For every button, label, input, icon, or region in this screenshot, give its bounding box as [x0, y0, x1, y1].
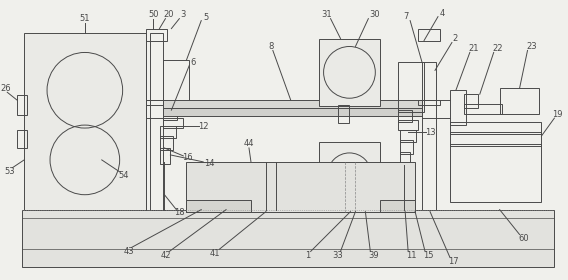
Bar	[22, 210, 554, 267]
Bar	[160, 148, 170, 164]
Bar	[418, 29, 440, 41]
Text: 51: 51	[80, 14, 90, 23]
Text: 5: 5	[203, 13, 209, 22]
Bar	[381, 200, 415, 212]
Text: 4: 4	[439, 9, 445, 18]
Text: 7: 7	[403, 12, 409, 21]
Text: 8: 8	[268, 42, 274, 51]
Text: 12: 12	[198, 122, 208, 130]
Bar	[164, 60, 189, 110]
Text: 20: 20	[163, 10, 174, 19]
Text: 54: 54	[118, 171, 129, 180]
Bar	[17, 130, 27, 148]
Text: 21: 21	[469, 44, 479, 53]
Text: 43: 43	[123, 247, 134, 256]
Text: 33: 33	[332, 251, 343, 260]
Bar	[400, 140, 413, 154]
Bar	[464, 104, 502, 114]
Bar	[145, 29, 168, 41]
Text: 23: 23	[526, 42, 537, 51]
Bar	[186, 162, 415, 212]
Text: 41: 41	[210, 249, 220, 258]
Bar	[398, 62, 424, 112]
Text: 50: 50	[148, 10, 158, 19]
Text: 44: 44	[244, 139, 254, 148]
Text: 22: 22	[492, 44, 503, 53]
Bar	[400, 152, 410, 166]
Bar	[337, 160, 349, 212]
Bar	[500, 88, 540, 114]
Bar	[164, 100, 422, 110]
Text: 30: 30	[369, 10, 379, 19]
Text: 39: 39	[368, 251, 379, 260]
Text: 17: 17	[449, 257, 459, 266]
Bar	[422, 62, 436, 210]
Bar	[145, 100, 168, 105]
Bar	[464, 94, 478, 108]
Text: 11: 11	[406, 251, 416, 260]
Bar	[17, 95, 27, 115]
Text: 42: 42	[160, 251, 170, 260]
Bar	[160, 136, 173, 150]
Bar	[337, 105, 349, 123]
Bar	[164, 108, 422, 116]
Bar	[186, 200, 251, 212]
Bar	[450, 132, 541, 146]
Text: 13: 13	[425, 128, 435, 137]
Bar	[319, 39, 381, 106]
Bar	[398, 110, 412, 122]
Text: 31: 31	[321, 10, 332, 19]
Bar	[450, 144, 541, 202]
Text: 60: 60	[518, 234, 529, 243]
Bar	[319, 142, 381, 210]
Text: 2: 2	[452, 34, 457, 43]
Bar	[450, 122, 541, 134]
Text: 16: 16	[182, 153, 193, 162]
Text: 15: 15	[423, 251, 433, 260]
Text: 3: 3	[181, 10, 186, 19]
Text: 1: 1	[305, 251, 310, 260]
Bar	[400, 130, 416, 142]
Bar	[24, 32, 145, 210]
Text: 19: 19	[552, 110, 563, 119]
Text: 18: 18	[174, 208, 185, 217]
Text: 26: 26	[0, 84, 11, 93]
Bar	[450, 90, 466, 125]
Bar	[418, 100, 440, 105]
Bar	[149, 32, 164, 210]
Bar	[398, 120, 418, 130]
Text: 14: 14	[204, 159, 215, 168]
Bar	[160, 126, 176, 138]
Text: 53: 53	[4, 167, 15, 176]
Bar	[164, 118, 183, 128]
Text: 6: 6	[191, 58, 196, 67]
Bar	[164, 108, 177, 120]
